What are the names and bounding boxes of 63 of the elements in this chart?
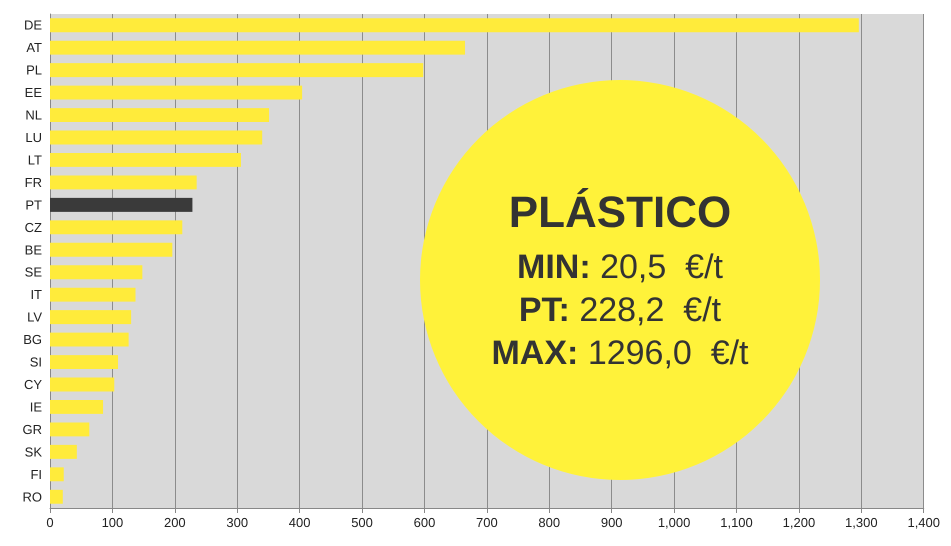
annotation: MIN: 20,5 €/t [517,248,723,286]
y-tick-label: BG [23,332,42,348]
y-tick-label: LU [25,130,42,145]
y-tick-label: PT [25,197,42,212]
x-tick-label: 1,100 [720,515,753,530]
bar [50,310,132,324]
y-tick-label: GR [22,422,42,437]
x-tick-label: 100 [102,515,124,530]
bar [50,422,90,436]
x-tick-label: 800 [538,515,560,530]
x-tick-label: 1,300 [845,515,878,530]
bar [50,198,192,212]
y-tick-label: SE [24,264,42,280]
annotation: PT: 228,2 €/t [518,290,722,330]
bar [50,86,302,100]
bar [50,288,136,302]
bar [50,18,859,32]
bar [50,265,142,280]
x-tick-label: 900 [600,515,623,530]
x-tick-label: 400 [288,515,310,530]
y-tick-label: DE [24,18,42,33]
y-tick-label: PL [26,62,42,78]
y-tick-label: FR [24,174,42,190]
x-tick-label: 500 [351,515,373,530]
y-tick-label: NL [25,108,42,123]
y-tick-label: IT [30,287,42,302]
bar [50,130,262,144]
bar [50,355,118,370]
x-tick-label: 700 [476,515,498,530]
bar [50,220,182,234]
x-tick-label: 200 [164,515,186,530]
bar [50,175,197,190]
y-tick-label: SI [30,354,42,370]
bar [50,242,172,257]
bar [50,108,270,122]
bar [50,40,466,55]
bar [50,467,64,482]
y-tick-label: BE [24,242,42,258]
x-tick-label: 300 [226,515,248,530]
y-tick-label: LT [28,152,42,168]
bar [50,444,77,459]
y-tick-label: LV [27,310,42,325]
bar [50,152,241,167]
annotation: PLÁSTICO [508,188,732,238]
bar [50,490,63,504]
x-tick-label: 0 [46,515,54,530]
x-tick-label: 1,200 [782,515,816,530]
y-tick-label: IE [30,399,42,414]
y-tick-label: AT [26,40,42,56]
bar [50,332,129,347]
bar [50,63,424,78]
y-tick-label: CY [24,377,42,392]
y-tick-label: FI [30,466,42,482]
x-tick-label: 1,400 [907,515,940,530]
bar [50,400,104,414]
y-tick-label: EE [24,85,42,100]
y-tick-label: CZ [24,220,42,235]
y-tick-label: SK [24,444,42,460]
x-tick-label: 600 [414,515,436,530]
y-tick-label: RO [22,489,42,504]
bar [50,378,114,392]
annotation: MAX: 1296,0 €/t [491,334,749,372]
x-tick-label: 1,000 [658,515,690,530]
